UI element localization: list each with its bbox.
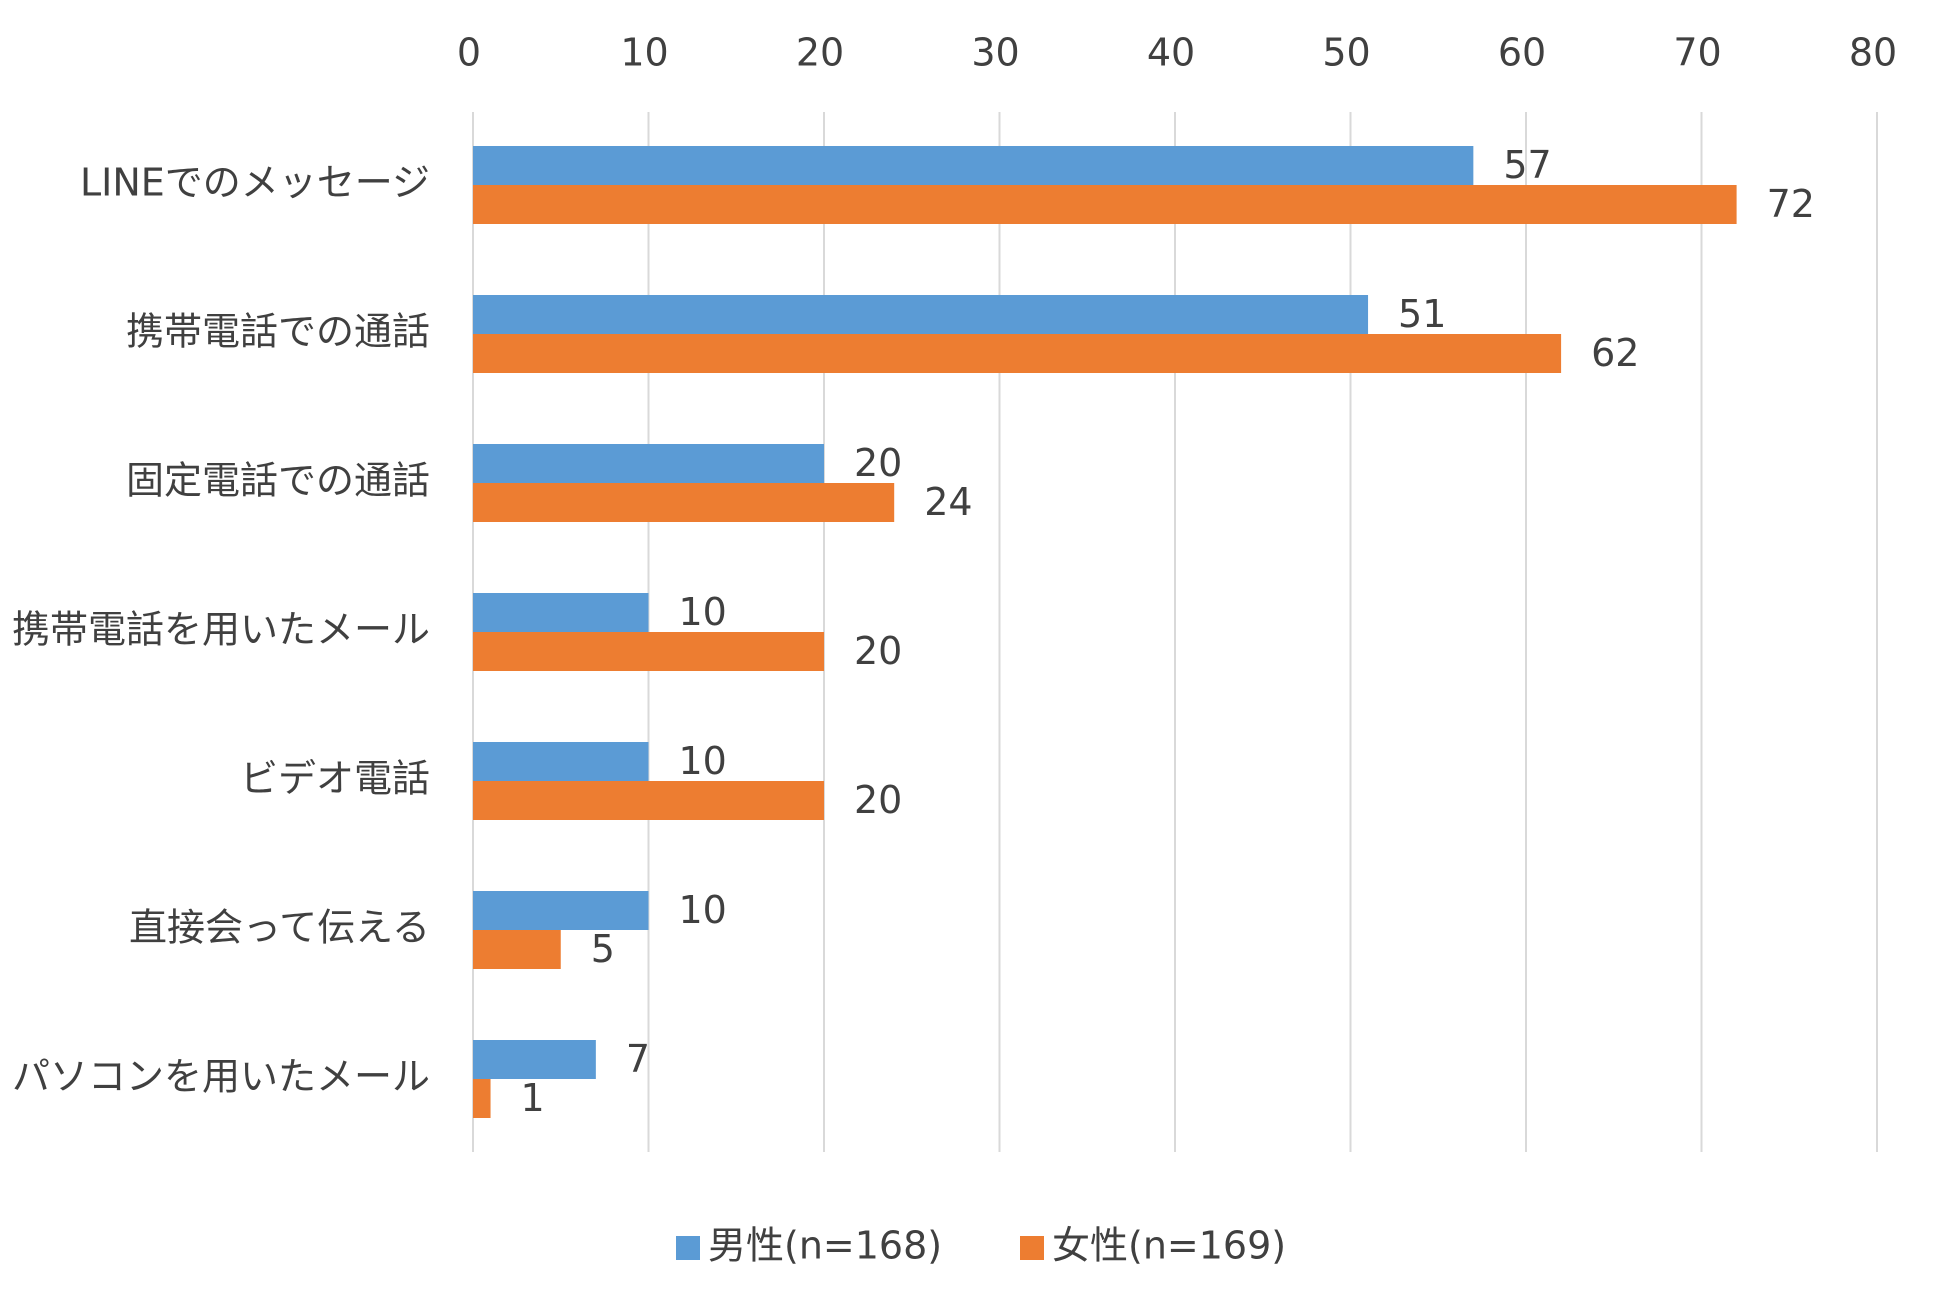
data-label: 7: [626, 1037, 650, 1081]
x-tick-label: 40: [1147, 31, 1195, 75]
legend-label: 男性(n=168): [708, 1224, 942, 1268]
bar-female: [473, 632, 824, 671]
legend-swatch: [676, 1236, 700, 1260]
bar-female: [473, 185, 1737, 224]
data-label: 5: [591, 927, 615, 971]
bar-male: [473, 444, 824, 483]
gridlines: [472, 112, 1878, 1152]
bar-female: [473, 930, 561, 969]
data-label: 20: [854, 629, 902, 673]
category-label: パソコンを用いたメール: [12, 1055, 430, 1099]
bar-male: [473, 146, 1474, 185]
category-label: ビデオ電話: [240, 757, 430, 801]
category-label: LINEでのメッセージ: [80, 161, 430, 205]
category-label: 携帯電話を用いたメール: [12, 608, 430, 652]
bar-female: [473, 1079, 491, 1118]
data-label: 10: [679, 739, 727, 783]
legend-label: 女性(n=169): [1052, 1224, 1286, 1268]
data-label: 72: [1767, 182, 1815, 226]
x-tick-label: 50: [1322, 31, 1370, 75]
data-label: 1: [521, 1076, 545, 1120]
bar-male: [473, 891, 649, 930]
data-label: 62: [1591, 331, 1639, 375]
bar-male: [473, 593, 649, 632]
x-tick-label: 20: [796, 31, 844, 75]
bar-female: [473, 334, 1562, 373]
category-label: 直接会って伝える: [129, 906, 430, 950]
data-label: 20: [854, 778, 902, 822]
bar-female: [473, 781, 824, 820]
data-label: 10: [679, 590, 727, 634]
data-label: 57: [1503, 143, 1551, 187]
bar-male: [473, 295, 1369, 334]
x-tick-label: 30: [971, 31, 1019, 75]
x-tick-label: 0: [457, 31, 481, 75]
legend-swatch: [1020, 1236, 1044, 1260]
x-axis-ticks: 0 10 20 30 40 50 60 70 80: [457, 31, 1897, 75]
x-tick-label: 80: [1849, 31, 1897, 75]
data-label: 20: [854, 441, 902, 485]
data-label: 10: [679, 888, 727, 932]
category-label: 固定電話での通話: [126, 459, 430, 503]
category-labels: LINEでのメッセージ携帯電話での通話固定電話での通話携帯電話を用いたメールビデ…: [12, 161, 430, 1099]
x-tick-label: 10: [620, 31, 668, 75]
x-tick-label: 60: [1498, 31, 1546, 75]
category-label: 携帯電話での通話: [126, 310, 430, 354]
bar-female: [473, 483, 895, 522]
data-label: 51: [1398, 292, 1446, 336]
legend: 男性(n=168) 女性(n=169): [676, 1224, 1286, 1268]
data-label: 24: [924, 480, 972, 524]
x-tick-label: 70: [1673, 31, 1721, 75]
bar-male: [473, 742, 649, 781]
bars: [473, 146, 1737, 1118]
bar-male: [473, 1040, 596, 1079]
